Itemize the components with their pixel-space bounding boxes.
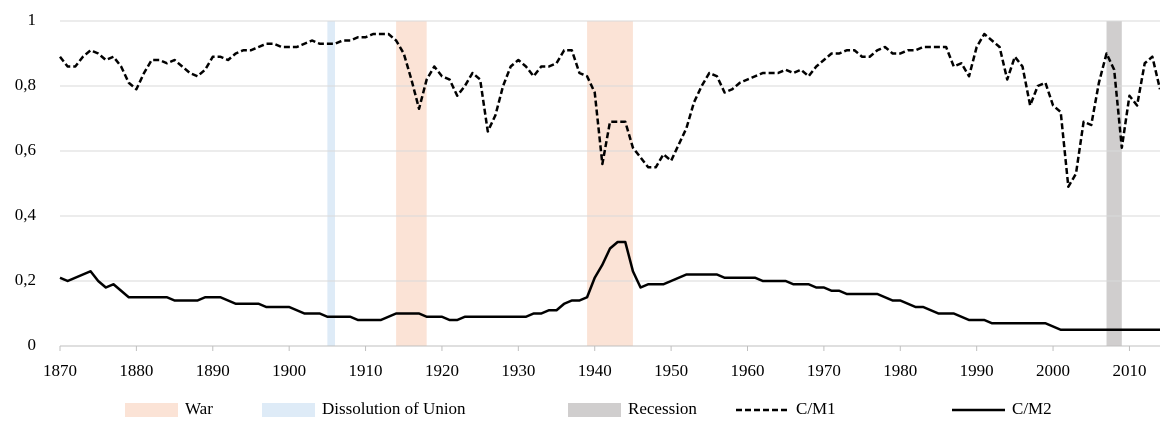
legend-label: C/M1: [796, 399, 836, 418]
series-line: [59, 240, 1160, 331]
period-band: [396, 21, 427, 346]
y-tick-label: 0,8: [15, 75, 36, 94]
legend-swatch: [125, 403, 178, 417]
series-line: [59, 32, 1160, 188]
x-tick-label: 1960: [731, 361, 765, 380]
y-tick-label: 0: [28, 335, 37, 354]
legend-label: Dissolution of Union: [322, 399, 466, 418]
legend-label: C/M2: [1012, 399, 1052, 418]
legend-label: Recession: [628, 399, 697, 418]
legend-label: War: [185, 399, 213, 418]
y-tick-label: 0,4: [15, 205, 37, 224]
y-tick-label: 0,6: [15, 140, 36, 159]
x-tick-label: 1980: [883, 361, 917, 380]
x-tick-label: 1990: [960, 361, 994, 380]
x-tick-label: 1950: [654, 361, 688, 380]
x-tick-label: 1940: [578, 361, 612, 380]
y-tick-label: 1: [28, 10, 37, 29]
x-tick-label: 1910: [349, 361, 383, 380]
x-tick-label: 2000: [1036, 361, 1070, 380]
x-tick-label: 1900: [272, 361, 306, 380]
period-band: [327, 21, 335, 346]
x-tick-label: 2010: [1112, 361, 1146, 380]
x-tick-label: 1890: [196, 361, 230, 380]
legend-swatch: [262, 403, 315, 417]
x-tick-label: 1870: [43, 361, 77, 380]
x-tick-label: 1920: [425, 361, 459, 380]
x-tick-label: 1880: [119, 361, 153, 380]
x-tick-label: 1970: [807, 361, 841, 380]
period-band: [587, 21, 633, 346]
legend-swatch: [568, 403, 621, 417]
y-tick-label: 0,2: [15, 270, 36, 289]
x-tick-label: 1930: [501, 361, 535, 380]
